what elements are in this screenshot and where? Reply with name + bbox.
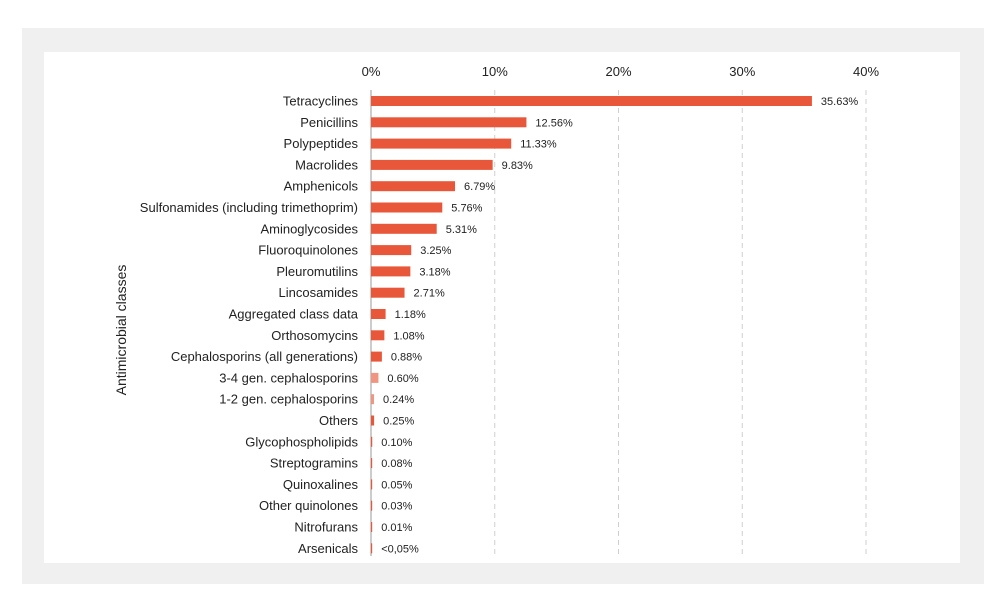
value-label: 0.01% xyxy=(381,522,412,534)
bar xyxy=(371,266,411,277)
category-label: Pleuromutilins xyxy=(276,264,358,279)
value-label: 35.63% xyxy=(821,96,859,108)
x-axis-ticks: 0% 10% 20% 30% 40% xyxy=(362,64,880,79)
category-label: Lincosamides xyxy=(279,285,359,300)
bar xyxy=(371,309,386,319)
value-label: 3.25% xyxy=(420,245,451,257)
bar xyxy=(371,159,493,170)
category-label: Aggregated class data xyxy=(229,307,359,322)
category-label: Other quinolones xyxy=(259,498,359,513)
bar xyxy=(371,287,405,298)
bar xyxy=(371,330,385,341)
value-label: 0.24% xyxy=(383,394,414,406)
category-label: Amphenicols xyxy=(284,179,359,194)
value-label: 11.33% xyxy=(520,139,557,151)
category-label: 3-4 gen. cephalosporins xyxy=(219,370,358,385)
x-tick-label: 30% xyxy=(729,64,755,79)
category-label: Quinoxalines xyxy=(283,477,359,492)
x-tick-label: 20% xyxy=(605,64,631,79)
value-labels: 35.63% 12.56% 11.33% 9.83% 6.79% 5.76% 5.31% 3.… xyxy=(381,96,858,555)
value-label: 1.18% xyxy=(395,309,426,321)
category-label: Penicillins xyxy=(300,115,358,130)
value-label: 2.71% xyxy=(414,288,445,300)
bars xyxy=(371,96,812,554)
category-label: Others xyxy=(319,413,359,428)
value-label: 9.83% xyxy=(502,160,533,172)
category-label: Fluoroquinolones xyxy=(258,243,358,258)
value-label: 1.08% xyxy=(393,330,424,342)
value-label: 5.31% xyxy=(446,224,477,236)
category-label: Sulfonamides (including trimethoprim) xyxy=(140,200,358,215)
chart-card xyxy=(44,52,960,563)
bar xyxy=(371,96,812,106)
value-label: 0.25% xyxy=(383,416,414,428)
bar xyxy=(371,351,382,362)
value-label: 0.88% xyxy=(391,352,422,364)
category-label: Polypeptides xyxy=(284,136,359,151)
category-labels: Tetracyclines Penicillins Polypeptides Macr… xyxy=(140,94,359,556)
value-label: <0,05% xyxy=(381,543,419,555)
value-label: 6.79% xyxy=(464,181,495,193)
value-label: 0.08% xyxy=(381,458,412,470)
category-label: Arsenicals xyxy=(298,541,358,556)
x-tick-label: 10% xyxy=(482,64,508,79)
value-label: 0.60% xyxy=(387,373,418,385)
bar xyxy=(371,223,437,234)
category-label: Macrolides xyxy=(295,157,358,172)
value-label: 5.76% xyxy=(451,203,482,215)
category-label: Aminoglycosides xyxy=(260,221,358,236)
category-label: Glycophospholipids xyxy=(245,434,358,449)
category-label: Tetracyclines xyxy=(283,94,359,109)
value-label: 0.05% xyxy=(381,479,412,491)
category-label: 1-2 gen. cephalosporins xyxy=(219,392,358,407)
bar xyxy=(371,415,375,426)
bar xyxy=(371,436,373,447)
x-tick-label: 0% xyxy=(362,64,381,79)
bar xyxy=(371,543,373,554)
value-label: 12.56% xyxy=(535,117,573,129)
bar xyxy=(371,245,412,256)
bar xyxy=(371,458,373,469)
bar xyxy=(371,372,379,383)
bar xyxy=(371,202,443,213)
bar xyxy=(371,522,373,532)
category-label: Nitrofurans xyxy=(294,520,358,535)
value-label: 0.10% xyxy=(381,437,412,449)
bar xyxy=(371,117,527,128)
category-label: Streptogramins xyxy=(270,456,359,471)
bar xyxy=(371,181,456,192)
category-label: Cephalosporins (all generations) xyxy=(171,349,358,364)
bar xyxy=(371,138,512,149)
bar xyxy=(371,479,373,490)
bar xyxy=(371,500,373,511)
value-label: 3.18% xyxy=(419,266,450,278)
bar xyxy=(371,394,374,405)
value-label: 0.03% xyxy=(381,501,412,513)
category-label: Orthosomycins xyxy=(271,328,358,343)
x-tick-label: 40% xyxy=(853,64,879,79)
y-axis-label: Antimicrobial classes xyxy=(113,265,129,396)
